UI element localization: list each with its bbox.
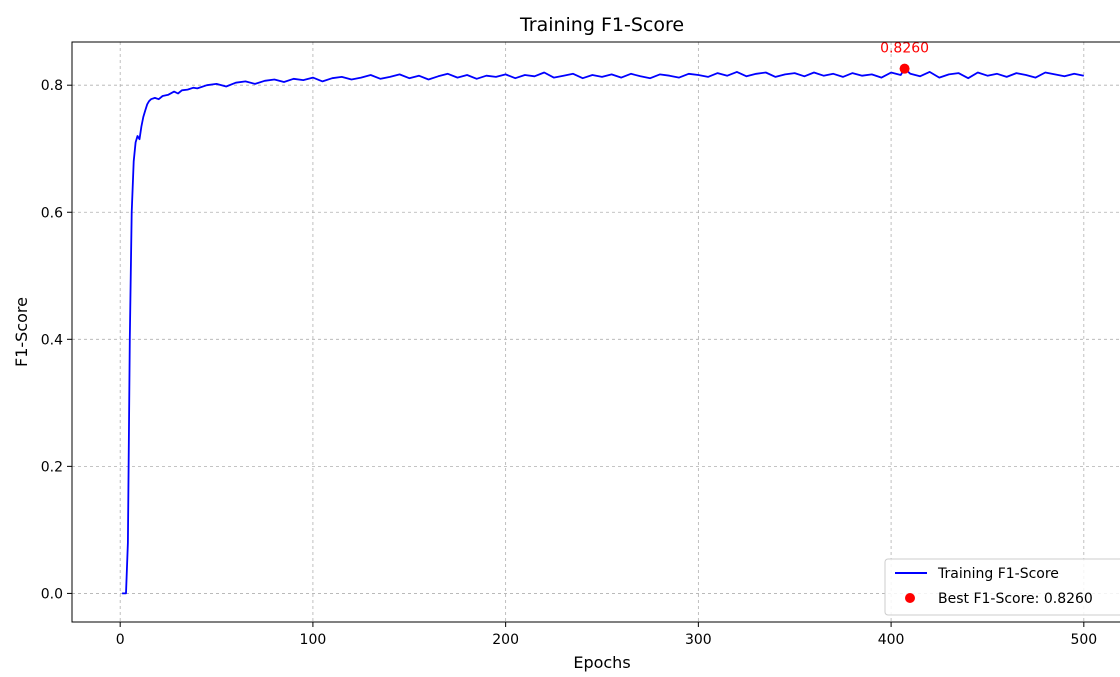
y-tick-label: 0.4 [41, 332, 63, 348]
x-tick-label: 200 [492, 632, 519, 648]
x-tick-label: 500 [1070, 632, 1097, 648]
training-f1-line [122, 67, 1084, 595]
x-tick-label: 300 [685, 632, 712, 648]
x-tick-label: 0 [116, 632, 125, 648]
y-tick-label: 0.2 [41, 459, 63, 475]
legend: Training F1-Score Best F1-Score: 0.8260 [884, 558, 1120, 616]
y-tick-label: 0.0 [41, 586, 63, 602]
x-tick-label: 100 [300, 632, 327, 648]
x-axis-label: Epochs [573, 653, 630, 672]
series-layer: 0.8260 [122, 41, 1084, 595]
legend-marker-swatch [905, 593, 915, 603]
y-tick-label: 0.8 [41, 78, 63, 94]
legend-label-line: Training F1-Score [937, 566, 1059, 582]
y-axis-label: F1-Score [12, 297, 31, 367]
legend-label-best: Best F1-Score: 0.8260 [938, 591, 1093, 607]
best-f1-annotation: 0.8260 [880, 41, 929, 57]
plot-frame [71, 41, 1120, 623]
y-tick-label: 0.6 [41, 205, 63, 221]
chart-title: Training F1-Score [519, 14, 684, 36]
axis-ticks: 0 100 200 300 400 500 0.0 0.2 0.4 0.6 0.8 [41, 78, 1097, 648]
x-tick-label: 400 [878, 632, 905, 648]
grid [72, 42, 1120, 622]
best-f1-point [899, 63, 910, 74]
legend-box [884, 558, 1120, 616]
